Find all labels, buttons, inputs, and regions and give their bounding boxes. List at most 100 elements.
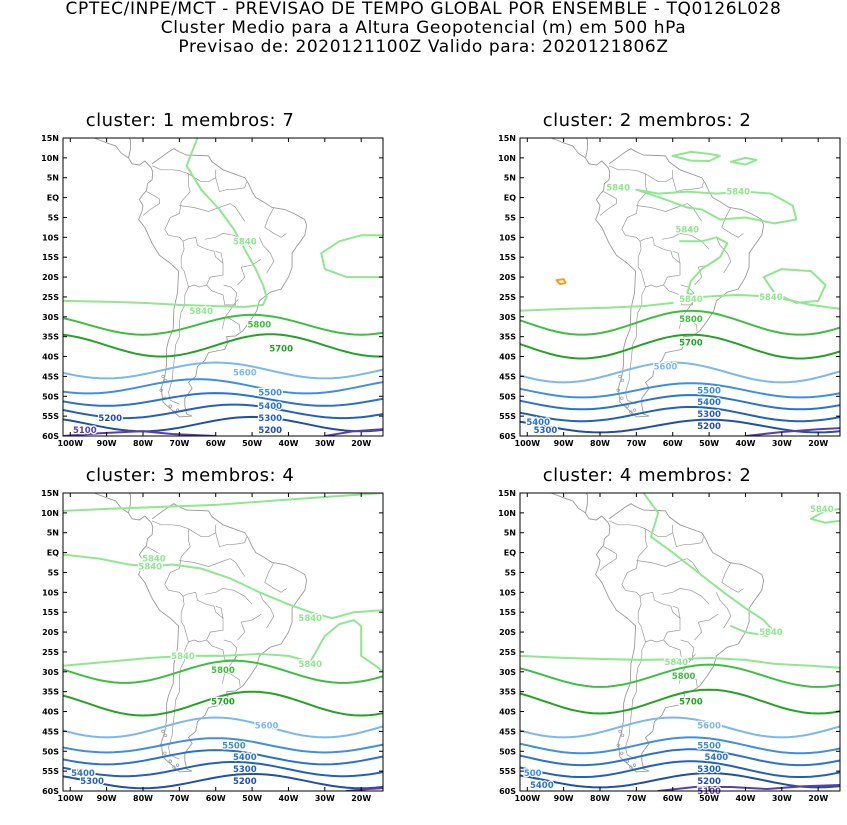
lat-label: 5N <box>47 529 59 538</box>
lat-label: 10N <box>498 509 516 518</box>
contour-5200 <box>63 415 383 433</box>
contour-5840 <box>679 236 840 310</box>
country-border <box>259 592 275 629</box>
lon-label: 100W <box>515 794 541 803</box>
country-border <box>180 591 224 643</box>
panel-title: cluster: 3 membros: 4 <box>85 465 295 486</box>
contour-5100 <box>744 427 840 436</box>
country-border <box>637 236 681 288</box>
contour-label: 5840 <box>138 563 162 573</box>
island <box>616 743 620 747</box>
contour-label: 5800 <box>672 672 696 682</box>
lat-label: 25S <box>42 648 59 657</box>
contour-label: 5840 <box>759 628 783 638</box>
contour-label: 5300 <box>80 777 104 787</box>
lon-label: 50W <box>699 439 719 448</box>
lon-label: 50W <box>699 794 719 803</box>
lon-label: 20W <box>351 439 371 448</box>
lon-label: 70W <box>626 439 646 448</box>
lon-label: 20W <box>351 794 371 803</box>
island <box>616 388 620 392</box>
contour-5700 <box>63 333 383 358</box>
contour-label: 5300 <box>233 765 257 775</box>
lon-label: 90W <box>97 439 117 448</box>
contour-5500 <box>63 378 383 395</box>
island <box>620 378 625 383</box>
contour-5840 <box>762 268 827 304</box>
lat-label: 10S <box>42 233 59 242</box>
country-border <box>661 588 710 605</box>
contour-5300 <box>63 403 383 420</box>
contour-5300 <box>520 760 840 778</box>
lat-label: 5S <box>48 213 60 222</box>
country-border <box>215 532 247 548</box>
lat-label: 5S <box>48 568 60 577</box>
island <box>629 410 633 414</box>
contour-label: 5840 <box>298 660 322 670</box>
contour-label: 500 <box>524 769 542 779</box>
contour-label: 5840 <box>759 293 783 303</box>
lon-label: 30W <box>315 439 335 448</box>
geopotential-map-3: 5840584058405840584058005700560055005400… <box>41 489 384 803</box>
lat-label: 50S <box>42 747 59 756</box>
contour-label: 5500 <box>222 741 246 751</box>
contour-label: 5500 <box>697 741 721 751</box>
geopotential-map-4: 5840 5840 5840 5800 5700 5600 5500 5400 5300 5200… <box>498 489 841 803</box>
lat-label: 15N <box>41 489 59 498</box>
lat-label: 15S <box>499 608 516 617</box>
island <box>618 374 622 379</box>
lon-label: 80W <box>133 794 153 803</box>
country-border <box>264 562 287 593</box>
lat-label: 35S <box>42 688 59 697</box>
lat-label: 20S <box>499 273 516 282</box>
island <box>161 374 165 379</box>
lon-label: 60W <box>206 439 226 448</box>
country-border <box>672 605 681 619</box>
lat-label: 5N <box>47 174 59 183</box>
contour-label: 5700 <box>211 698 235 708</box>
lat-label: 15S <box>42 608 59 617</box>
lat-label: 55S <box>499 412 516 421</box>
lat-label: 45S <box>42 727 59 736</box>
contour-label: 5500 <box>697 386 721 396</box>
map-frame <box>62 137 384 437</box>
lon-label: 30W <box>772 439 792 448</box>
country-border <box>625 286 646 405</box>
contour-label: 5100 <box>73 426 97 436</box>
country-border <box>608 165 648 242</box>
lat-label: 15S <box>499 253 516 262</box>
lon-label: 60W <box>663 439 683 448</box>
country-border <box>180 236 224 288</box>
lat-label: 5N <box>504 174 516 183</box>
lat-label: 10N <box>41 509 59 518</box>
island <box>632 763 637 767</box>
cluster-panel-4: cluster: 4 membros: 2 5840 5840 5840 5800 57… <box>457 465 841 825</box>
contour-5600 <box>520 361 840 384</box>
contour-5400 <box>520 748 840 767</box>
island <box>163 733 168 738</box>
lat-label: 60S <box>42 787 59 796</box>
island <box>168 759 172 763</box>
contour-label: 5300 <box>534 426 558 436</box>
lat-label: 60S <box>499 787 516 796</box>
lon-label: 50W <box>242 794 262 803</box>
contour-5700 <box>520 333 840 360</box>
lat-label: 45S <box>499 727 516 736</box>
lat-label: 35S <box>499 333 516 342</box>
header-line-3: Previsao de: 2020121100Z Valido para: 20… <box>178 37 669 57</box>
country-border <box>721 562 744 593</box>
contour-5400 <box>63 749 383 766</box>
country-border <box>645 169 674 183</box>
lat-label: 45S <box>42 372 59 381</box>
country-border <box>168 641 189 760</box>
lon-label: 70W <box>169 439 189 448</box>
lat-label: 5S <box>505 568 517 577</box>
contour-5300 <box>520 406 840 423</box>
cluster-panel-2: cluster: 2 membros: 2 5840 5840 5840 5840 58… <box>457 110 841 470</box>
lat-label: 35S <box>499 688 516 697</box>
island <box>629 765 633 769</box>
contour-5840 <box>63 493 383 512</box>
country-border <box>237 258 262 286</box>
lat-label: 10N <box>41 154 59 163</box>
coastline <box>585 138 589 158</box>
